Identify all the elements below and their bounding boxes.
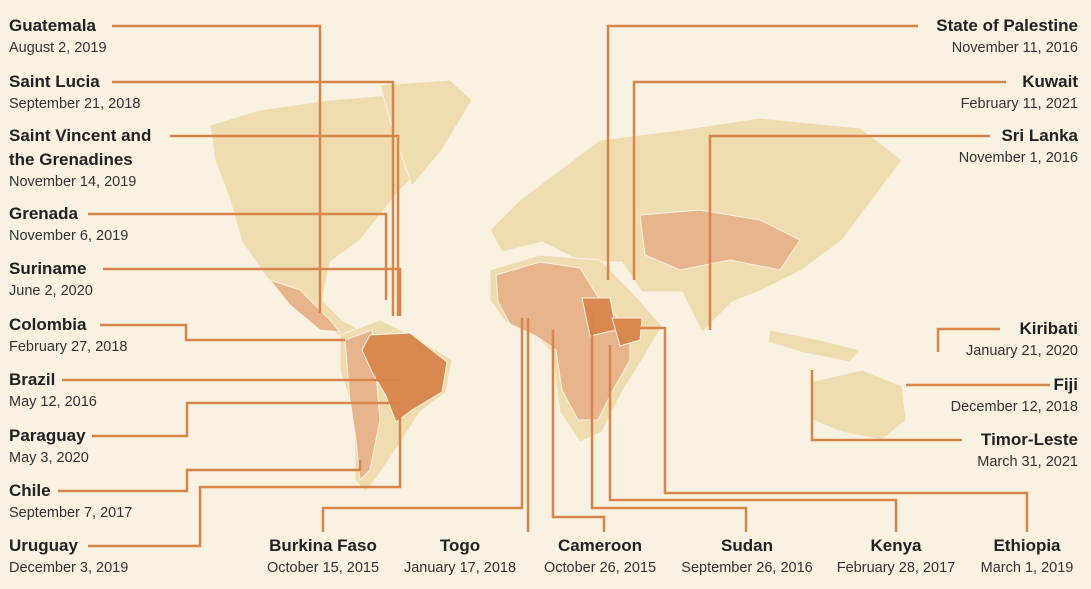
agreement-date: December 12, 2018 (950, 399, 1078, 415)
country-label: Togo January 17, 2018 (404, 534, 516, 578)
country-label: Cameroon October 26, 2015 (544, 534, 656, 578)
country-name: Cameroon (557, 536, 643, 555)
country-name: Fiji (1053, 375, 1078, 394)
agreement-date: October 15, 2015 (266, 560, 380, 576)
agreement-date: November 14, 2019 (9, 174, 137, 190)
agreement-date: February 28, 2017 (836, 560, 956, 576)
highlight-asia (639, 209, 801, 271)
country-name: Chile (9, 481, 51, 500)
leader-line (112, 80, 395, 316)
leader-line (810, 370, 962, 442)
agreement-date: September 21, 2018 (9, 96, 141, 112)
agreement-date: June 2, 2020 (9, 283, 93, 299)
agreement-date: September 26, 2016 (681, 560, 813, 576)
country-label: State of Palestine November 11, 2016 (936, 14, 1078, 58)
agreement-date: March 31, 2021 (977, 454, 1078, 470)
country-label: Burkina Faso October 15, 2015 (267, 534, 379, 578)
agreement-date: February 27, 2018 (9, 339, 128, 355)
country-label: Paraguay May 3, 2020 (9, 424, 89, 468)
agreement-date: January 21, 2020 (965, 343, 1078, 359)
country-name: Burkina Faso (269, 536, 377, 555)
country-name: State of Palestine (936, 16, 1078, 35)
agreement-date: March 1, 2019 (980, 560, 1074, 576)
leader-line (88, 415, 402, 548)
country-label: Grenada November 6, 2019 (9, 202, 128, 246)
country-label: Timor-Leste March 31, 2021 (977, 428, 1078, 472)
leader-line (936, 327, 1000, 352)
country-name: Saint Lucia (9, 72, 100, 91)
country-label: Fiji December 12, 2018 (951, 373, 1078, 417)
country-name: Sudan (721, 536, 773, 555)
agreement-date: November 1, 2016 (958, 150, 1078, 166)
agreement-date: August 2, 2019 (9, 40, 107, 56)
country-label: Kuwait February 11, 2021 (961, 70, 1078, 114)
country-label: Suriname June 2, 2020 (9, 257, 93, 301)
country-name: Kiribati (1019, 319, 1078, 338)
agreement-date: January 17, 2018 (403, 560, 517, 576)
leader-line (88, 212, 388, 300)
country-label: Saint Vincent and the Grenadines November… (9, 124, 179, 192)
country-label: Kenya February 28, 2017 (837, 534, 956, 578)
country-name: Brazil (9, 370, 56, 389)
agreement-date: November 11, 2016 (951, 40, 1078, 56)
country-label: Uruguay December 3, 2019 (9, 534, 128, 578)
country-label: Sri Lanka November 1, 2016 (959, 124, 1078, 168)
leader-line (100, 323, 345, 342)
country-name: Togo (439, 536, 481, 555)
agreement-date: May 3, 2020 (9, 450, 89, 466)
country-name: Paraguay (9, 426, 86, 445)
ethiopia (611, 317, 643, 347)
country-name: Ethiopia (993, 536, 1061, 555)
leader-line (92, 401, 400, 438)
leader-line (590, 310, 748, 532)
highlight-central-america (268, 278, 342, 333)
country-name: Timor-Leste (981, 430, 1078, 449)
leader-line (112, 24, 322, 313)
agreement-date: September 7, 2017 (9, 505, 133, 521)
country-label: Kiribati January 21, 2020 (966, 317, 1078, 361)
leader-line (708, 134, 990, 330)
agreement-date: December 3, 2019 (9, 560, 129, 576)
country-name: Saint Vincent and the Grenadines (9, 126, 152, 169)
country-name: Kenya (870, 536, 922, 555)
leader-line (321, 318, 524, 532)
leader-line (58, 460, 362, 493)
country-label: Colombia February 27, 2018 (9, 313, 128, 357)
greenland (379, 79, 473, 187)
leader-line (103, 267, 402, 316)
islands (767, 329, 861, 363)
leader-line (608, 345, 898, 532)
country-label: Guatemala August 2, 2019 (9, 14, 107, 58)
brazil (361, 332, 448, 423)
country-name: Grenada (9, 204, 78, 223)
country-name: Suriname (9, 259, 87, 278)
leader-line (640, 326, 1029, 532)
leader-line (551, 330, 606, 532)
country-label: Saint Lucia September 21, 2018 (9, 70, 140, 114)
country-label: Ethiopia March 1, 2019 (981, 534, 1074, 578)
country-label: Brazil May 12, 2016 (9, 368, 97, 412)
agreement-date: February 11, 2021 (960, 96, 1078, 112)
country-label: Sudan September 26, 2016 (681, 534, 812, 578)
leader-line (170, 134, 400, 316)
leader-line (606, 24, 918, 280)
country-name: Sri Lanka (1001, 126, 1078, 145)
leader-line (632, 80, 1006, 280)
australia (809, 369, 907, 441)
agreement-date: October 26, 2015 (543, 560, 657, 576)
agreement-date: November 6, 2019 (9, 228, 129, 244)
country-name: Kuwait (1022, 72, 1078, 91)
country-name: Guatemala (9, 16, 96, 35)
country-name: Colombia (9, 315, 87, 334)
country-label: Chile September 7, 2017 (9, 479, 132, 523)
country-name: Uruguay (9, 536, 78, 555)
agreement-date: May 12, 2016 (9, 394, 97, 410)
